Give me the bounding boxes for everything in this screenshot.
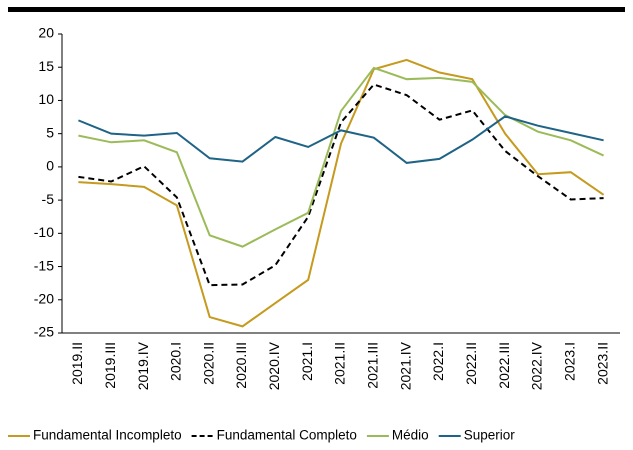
series-line (78, 115, 604, 164)
y-tick-label: -5 (42, 191, 55, 207)
x-tick-label: 2020.I (168, 342, 184, 381)
x-tick-label: 2023.I (561, 342, 577, 381)
legend-label: Fundamental Incompleto (33, 428, 182, 443)
y-tick-label: -10 (34, 224, 54, 240)
x-tick-label: 2020.IV (266, 341, 282, 390)
x-tick-label: 2022.IV (529, 341, 545, 390)
series-line (78, 83, 604, 287)
y-tick-label: -25 (34, 324, 54, 340)
x-tick-label: 2023.II (594, 342, 610, 385)
y-tick-label: 10 (38, 91, 54, 107)
x-tick-label: 2022.I (430, 342, 446, 381)
x-tick-label: 2020.III (233, 342, 249, 389)
x-tick-label: 2019.III (102, 342, 118, 389)
y-tick-label: 5 (46, 124, 54, 140)
x-tick-label: 2021.III (365, 342, 381, 389)
legend-label: Médio (392, 428, 429, 443)
x-tick-label: 2021.II (332, 342, 348, 385)
legend-label: Fundamental Completo (217, 428, 357, 443)
x-tick-label: 2019.IV (135, 341, 151, 390)
x-tick-label: 2021.IV (397, 341, 413, 390)
y-tick-label: 20 (38, 25, 54, 41)
legend-label: Superior (464, 428, 516, 443)
x-tick-label: 2022.II (463, 342, 479, 385)
header-bar (8, 7, 625, 12)
series-line (78, 58, 605, 328)
y-tick-label: -15 (34, 257, 54, 273)
series-line (78, 66, 605, 248)
x-tick-label: 2022.III (496, 342, 512, 389)
x-tick-label: 2020.II (200, 342, 216, 385)
y-tick-label: 0 (46, 158, 54, 174)
y-tick-label: -20 (34, 290, 54, 306)
x-tick-label: 2021.I (299, 342, 315, 381)
legend: Fundamental Incompleto Fundamental Comple… (8, 428, 515, 443)
y-tick-label: 15 (38, 58, 54, 74)
x-tick-label: 2019.II (69, 342, 85, 385)
